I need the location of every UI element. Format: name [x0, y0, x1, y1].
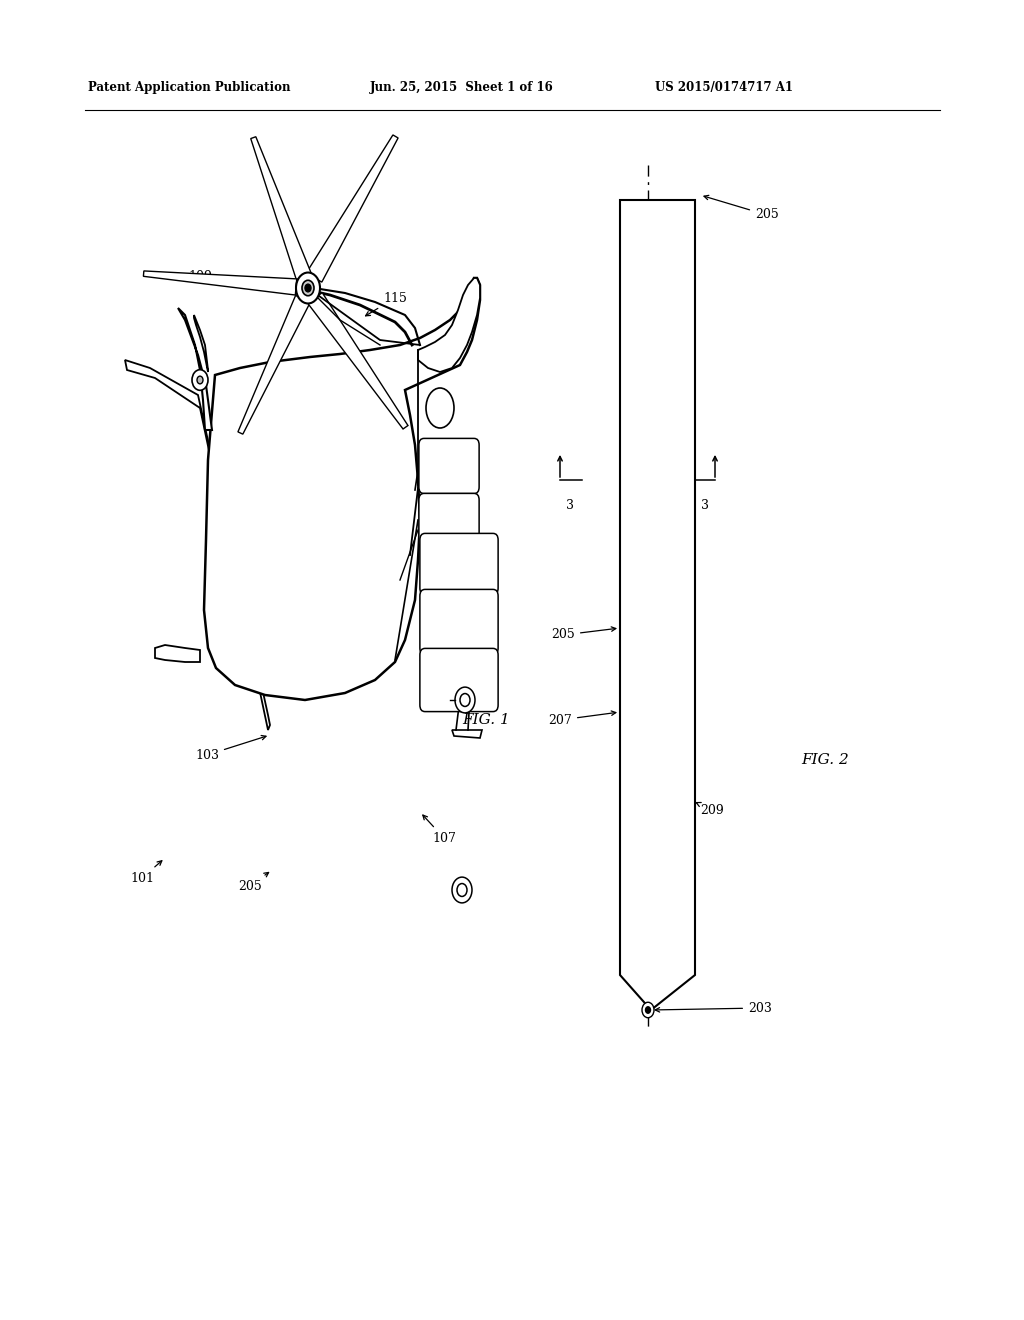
Circle shape: [457, 883, 467, 896]
Text: 103: 103: [195, 735, 266, 762]
Text: 205: 205: [551, 627, 615, 642]
Circle shape: [642, 1002, 654, 1018]
Text: 209: 209: [696, 803, 724, 817]
Text: 207: 207: [548, 711, 615, 726]
FancyBboxPatch shape: [420, 648, 498, 711]
Text: US 2015/0174717 A1: US 2015/0174717 A1: [655, 82, 793, 95]
Text: 3: 3: [701, 499, 709, 512]
Text: FIG. 2: FIG. 2: [801, 752, 849, 767]
Circle shape: [197, 376, 203, 384]
Polygon shape: [307, 293, 408, 429]
Polygon shape: [238, 296, 310, 434]
Polygon shape: [418, 279, 480, 372]
Circle shape: [460, 693, 470, 706]
Polygon shape: [306, 135, 398, 282]
Text: 113: 113: [366, 524, 404, 546]
Text: Jun. 25, 2015  Sheet 1 of 16: Jun. 25, 2015 Sheet 1 of 16: [370, 82, 554, 95]
Text: 107: 107: [423, 814, 456, 845]
Polygon shape: [194, 315, 208, 372]
Polygon shape: [251, 137, 311, 280]
Circle shape: [452, 876, 472, 903]
Text: 111: 111: [372, 408, 409, 436]
FancyBboxPatch shape: [420, 590, 498, 655]
Polygon shape: [143, 271, 297, 296]
Text: 203: 203: [655, 1002, 772, 1015]
Polygon shape: [155, 645, 200, 663]
Polygon shape: [620, 201, 695, 1010]
Polygon shape: [125, 360, 270, 730]
Polygon shape: [178, 308, 212, 430]
Ellipse shape: [426, 388, 454, 428]
Text: Patent Application Publication: Patent Application Publication: [88, 82, 291, 95]
Polygon shape: [452, 730, 482, 738]
FancyBboxPatch shape: [419, 494, 479, 549]
FancyBboxPatch shape: [420, 533, 498, 594]
Text: 3: 3: [566, 499, 574, 512]
Circle shape: [193, 370, 208, 391]
Circle shape: [305, 284, 311, 292]
Text: FIG. 1: FIG. 1: [462, 713, 510, 727]
Circle shape: [302, 280, 314, 296]
FancyBboxPatch shape: [419, 438, 479, 494]
Circle shape: [296, 272, 319, 304]
Text: 109: 109: [188, 269, 238, 282]
Circle shape: [645, 1007, 650, 1014]
Circle shape: [455, 688, 475, 713]
Text: 101: 101: [130, 861, 162, 884]
Text: 115: 115: [366, 292, 407, 315]
Text: 205: 205: [238, 873, 268, 892]
Text: 205: 205: [703, 195, 778, 222]
Polygon shape: [204, 279, 480, 700]
